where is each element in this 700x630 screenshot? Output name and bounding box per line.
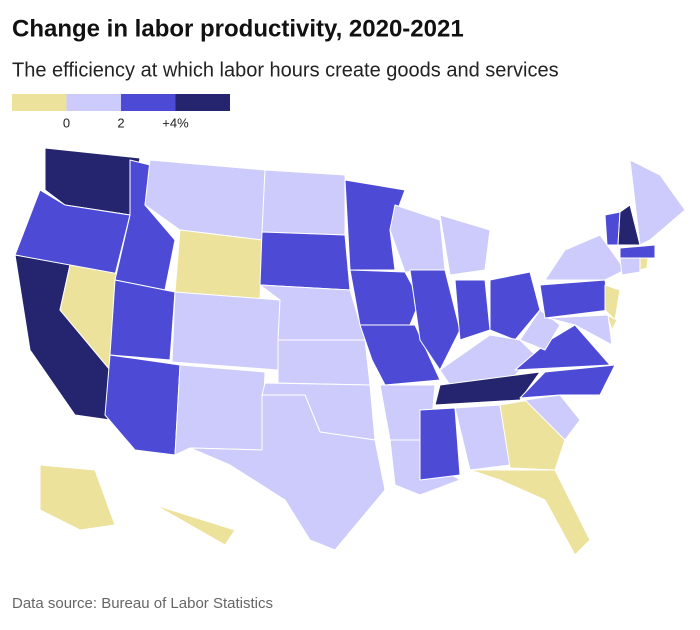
state [104, 354, 181, 456]
state [434, 371, 541, 406]
state [174, 364, 266, 456]
state [174, 229, 263, 301]
state [344, 179, 406, 271]
state [189, 394, 386, 551]
state [639, 257, 649, 271]
state [539, 279, 611, 319]
state [154, 504, 236, 546]
state [619, 244, 656, 259]
title: Change in labor productivity, 2020-2021 [12, 15, 464, 42]
legend-swatch [66, 94, 121, 111]
legend-swatch [12, 94, 67, 111]
state [259, 231, 351, 291]
state [519, 309, 561, 351]
subtitle: The efficiency at which labor hours crea… [12, 59, 559, 81]
legend-swatch [175, 94, 230, 111]
state [469, 469, 591, 556]
state [439, 214, 491, 276]
source: Data source: Bureau of Labor Statistics [12, 595, 273, 612]
map [14, 147, 686, 556]
state [171, 291, 281, 371]
state [519, 364, 616, 399]
state [109, 279, 176, 361]
state [547, 314, 613, 346]
state [261, 169, 346, 236]
state [419, 407, 461, 481]
state [39, 464, 116, 531]
state [389, 204, 446, 273]
state [14, 189, 131, 276]
state [524, 394, 581, 441]
state [349, 269, 421, 326]
state [604, 211, 621, 246]
legend-tick-label: 2 [117, 115, 124, 130]
state [499, 399, 566, 471]
legend-tick-label: +4% [162, 115, 189, 130]
state [409, 269, 461, 371]
state [277, 339, 371, 386]
state [454, 279, 491, 341]
state [619, 257, 641, 276]
state [629, 159, 686, 246]
state [489, 271, 541, 341]
state [544, 234, 626, 281]
legend-tick-label: 0 [63, 115, 70, 130]
legend: 0 2 +4% [12, 94, 230, 130]
legend-swatch [121, 94, 176, 111]
